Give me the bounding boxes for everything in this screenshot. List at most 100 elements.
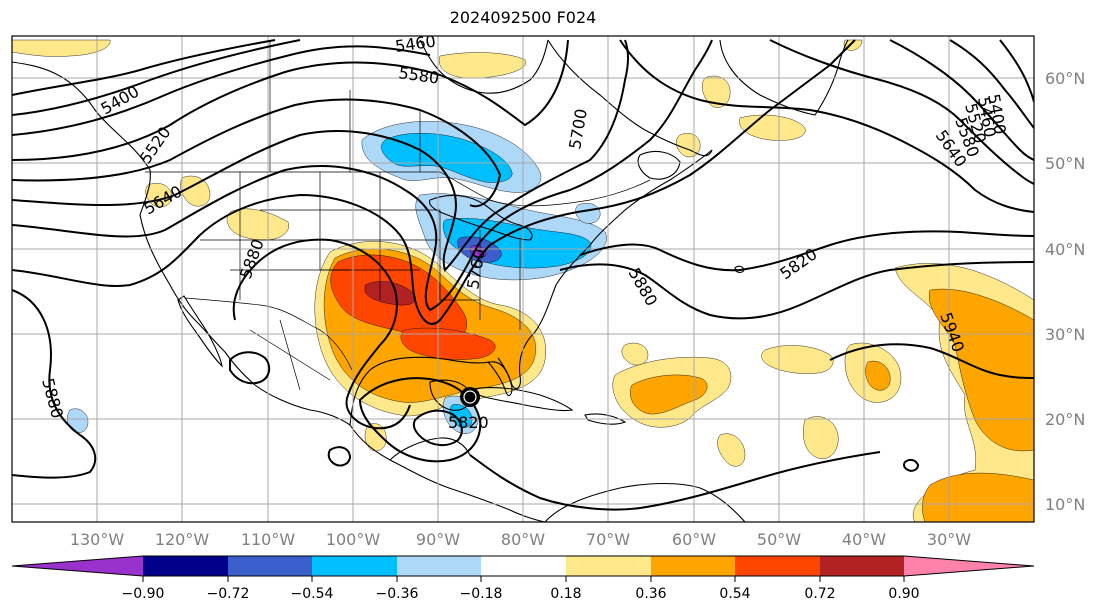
lon-label: 80°W: [501, 530, 545, 549]
colorbar-segment: [397, 556, 481, 576]
warm-area-atlantic-blob-5: [621, 342, 649, 366]
coastline-newfoundland: [637, 150, 681, 180]
contour-5880-west: [12, 289, 97, 479]
colorbar-tick-label: −0.18: [460, 586, 503, 602]
contour-5580-east: [769, 39, 1034, 185]
border-us-canada: [145, 171, 651, 207]
contour-5700: [12, 39, 629, 272]
shading-warm: [12, 39, 1034, 522]
map-frame: [11, 35, 1035, 523]
contour-5880-pacific-loop: [327, 446, 352, 467]
colorbar-tick-label: 0.36: [635, 586, 666, 602]
coastline-pacific: [12, 61, 546, 522]
orange-area-atlantic-south: [922, 472, 1034, 522]
colorbar-segment-extend-high: [904, 556, 1034, 576]
contour-5820-gulf-loop: [412, 409, 463, 446]
colorbar-segment: [312, 556, 397, 576]
coastline-cuba: [466, 386, 574, 412]
lon-label: 30°W: [927, 530, 971, 549]
coastline-gulf-and-atlantic: [349, 149, 713, 426]
border-us-mexico: [184, 297, 353, 371]
warm-area-atlantic-blob-3: [803, 416, 839, 459]
contour-5880-atlantic: [559, 261, 1034, 320]
contour-5640-west: [12, 98, 502, 208]
orange-area-central-atlantic: [630, 374, 708, 415]
lon-label: 60°W: [672, 530, 716, 549]
colorbar-tick-label: 0.18: [550, 586, 581, 602]
lon-label: 70°W: [586, 530, 630, 549]
blue-area-pacific: [67, 408, 89, 433]
contour-5880-gulf-loop: [358, 377, 482, 463]
lat-label: 30°N: [1045, 325, 1085, 344]
lat-label: 10°N: [1045, 495, 1085, 514]
contour-5880-central: [232, 238, 411, 430]
lat-label: 60°N: [1045, 69, 1085, 88]
contour-5520-east: [889, 39, 1034, 161]
colorbar-segment: [566, 556, 651, 576]
colorbar-tick-label: −0.36: [376, 586, 419, 602]
red-area-gulf-coast: [400, 327, 496, 360]
lon-label: 50°W: [757, 530, 801, 549]
colorbar-tick-label: −0.54: [291, 586, 334, 602]
colorbar-tick-label: 0.90: [888, 586, 919, 602]
coastlines: [12, 39, 919, 522]
lon-label: 90°W: [416, 530, 460, 549]
latitude-labels: 60°N 50°N 40°N 30°N 20°N 10°N: [1045, 69, 1085, 514]
height-contours: [12, 39, 1034, 511]
contour-5400-west: [12, 39, 276, 96]
warm-area-hudson-north: [439, 52, 526, 79]
warm-area-yucatan: [364, 423, 387, 452]
coastline-hudson-bay: [419, 39, 549, 94]
contour-5400-east: [999, 39, 1034, 103]
contour-5460-east: [949, 39, 1034, 129]
warm-area-labrador: [701, 75, 731, 108]
orange-area-atlantic-blob-2: [865, 360, 891, 391]
contour-5880-atlantic-loop: [903, 458, 920, 472]
coastline-south-america: [544, 482, 746, 522]
contour-5940-east: [829, 343, 1034, 379]
map-title: 2024092500 F024: [449, 8, 597, 27]
contour-5820: [12, 39, 856, 325]
colorbar-tick-label: −0.72: [207, 586, 250, 602]
border-state-7: [439, 210, 480, 301]
lat-label: 20°N: [1045, 410, 1085, 429]
contour-5880-mexico-loop: [229, 351, 271, 385]
lat-label: 40°N: [1045, 240, 1085, 259]
contour-5880-caribbean: [469, 451, 881, 511]
dark-red-core: [364, 281, 416, 306]
colorbar-segment: [820, 556, 904, 576]
lon-label: 130°W: [70, 530, 125, 549]
colorbar-segment: [228, 556, 312, 576]
contour-5520-west: [12, 45, 431, 136]
warm-area-atlantic-blob-4: [717, 433, 746, 467]
border-mexico-states: [249, 319, 331, 391]
contour-label: 5460: [394, 31, 437, 55]
coastline-hispaniola: [584, 413, 627, 425]
colorbar: −0.90 −0.72 −0.54 −0.36 −0.18 0.18 0.36 …: [11, 555, 1035, 602]
lon-label: 120°W: [155, 530, 210, 549]
lon-label: 110°W: [241, 530, 296, 549]
colorbar-segment: [651, 556, 735, 576]
colorbar-tick-label: 0.72: [804, 586, 835, 602]
contour-5460-west: [12, 39, 301, 116]
coastline-baja: [177, 295, 223, 368]
warm-area-mid-atlantic: [761, 345, 834, 374]
warm-area-alaska: [12, 39, 111, 57]
coastline-florida: [487, 357, 513, 397]
contour-5580-west: [12, 39, 569, 161]
graticule: [12, 36, 1034, 522]
colorbar-segment: [481, 556, 566, 576]
contour-5820-atlantic: [579, 230, 1034, 272]
lon-label: 100°W: [326, 530, 381, 549]
colorbar-tick-label: −0.90: [122, 586, 165, 602]
colorbar-segment: [735, 556, 820, 576]
colorbar-tick-label: 0.54: [719, 586, 750, 602]
contour-5640-east: [619, 39, 1034, 213]
contour-label: 5820: [448, 413, 489, 432]
storm-center-icon: [460, 387, 480, 407]
lat-label: 50°N: [1045, 154, 1085, 173]
contour-5760: [12, 39, 713, 312]
storm-marker: [460, 387, 480, 407]
colorbar-segment-extend-low: [12, 556, 143, 576]
